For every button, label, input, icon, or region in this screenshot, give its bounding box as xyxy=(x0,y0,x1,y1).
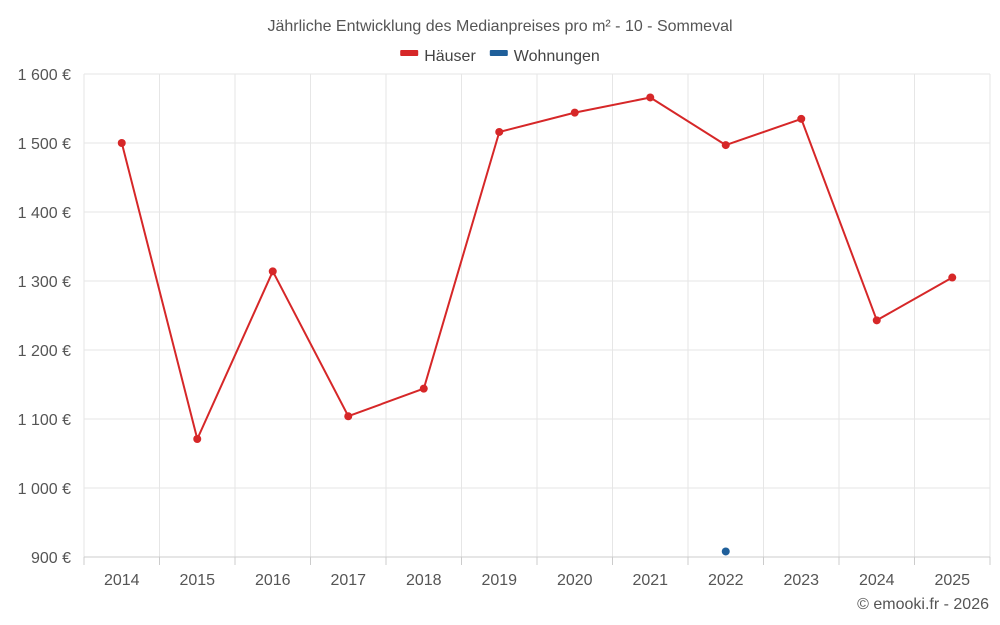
legend-item-0[interactable]: Häuser xyxy=(400,48,476,65)
series-layer xyxy=(117,93,957,556)
data-point-0-2021[interactable] xyxy=(646,93,655,102)
x-tick-label-2018: 2018 xyxy=(406,572,442,589)
series-0 xyxy=(117,93,957,444)
data-point-0-2023[interactable] xyxy=(797,114,806,123)
y-tick-label-1000: 1 000 € xyxy=(18,481,71,498)
x-tick-label-2019: 2019 xyxy=(481,572,517,589)
data-point-0-2014[interactable] xyxy=(117,139,126,147)
x-tick-label-2024: 2024 xyxy=(859,572,895,589)
chart-title: Jährliche Entwicklung des Medianpreises … xyxy=(267,18,732,35)
data-point-0-2019[interactable] xyxy=(495,127,504,136)
data-point-1-2022[interactable] xyxy=(721,547,730,556)
x-tick-label-2021: 2021 xyxy=(632,572,668,589)
x-tick-label-2016: 2016 xyxy=(255,572,291,589)
series-line-0 xyxy=(120,96,953,440)
credit-text: © emooki.fr - 2026 xyxy=(857,596,989,613)
y-tick-label-1500: 1 500 € xyxy=(18,136,71,153)
data-point-0-2025[interactable] xyxy=(948,273,957,282)
x-tick-label-2015: 2015 xyxy=(179,572,215,589)
data-point-0-2024[interactable] xyxy=(872,316,881,325)
x-tick-label-2023: 2023 xyxy=(783,572,819,589)
y-tick-label-1600: 1 600 € xyxy=(18,67,71,84)
data-point-0-2020[interactable] xyxy=(570,108,579,117)
y-tick-label-900: 900 € xyxy=(31,550,71,567)
y-tick-label-1400: 1 400 € xyxy=(18,205,71,222)
legend-swatch-1 xyxy=(489,50,508,56)
legend-label-0: Häuser xyxy=(424,48,476,65)
data-point-0-2015[interactable] xyxy=(193,435,202,444)
y-tick-label-1200: 1 200 € xyxy=(18,343,71,360)
legend-swatch-0 xyxy=(400,50,419,56)
data-point-0-2018[interactable] xyxy=(419,384,428,393)
y-tick-label-1300: 1 300 € xyxy=(18,274,71,291)
x-tick-label-2014: 2014 xyxy=(104,572,140,589)
data-point-0-2022[interactable] xyxy=(721,141,730,150)
x-tick-label-2022: 2022 xyxy=(708,572,744,589)
data-point-0-2016[interactable] xyxy=(268,267,277,276)
data-point-0-2017[interactable] xyxy=(344,412,353,421)
series-1 xyxy=(721,547,730,556)
legend-label-1: Wohnungen xyxy=(514,48,600,65)
chart-grid xyxy=(83,73,991,558)
x-axis: 2014 2015 2016 2017 2018 2019 2020 2021 2022 2023… xyxy=(83,556,991,589)
x-tick-label-2025: 2025 xyxy=(934,572,970,589)
legend-item-1[interactable]: Wohnungen xyxy=(489,48,600,65)
chart-legend: Häuser Wohnungen xyxy=(400,48,600,65)
y-axis: 900 € 1 000 € 1 100 € 1 200 € 1 300 € 1 400 €… xyxy=(18,67,71,567)
x-tick-label-2017: 2017 xyxy=(330,572,366,589)
y-tick-label-1100: 1 100 € xyxy=(18,412,71,429)
x-tick-label-2020: 2020 xyxy=(557,572,593,589)
